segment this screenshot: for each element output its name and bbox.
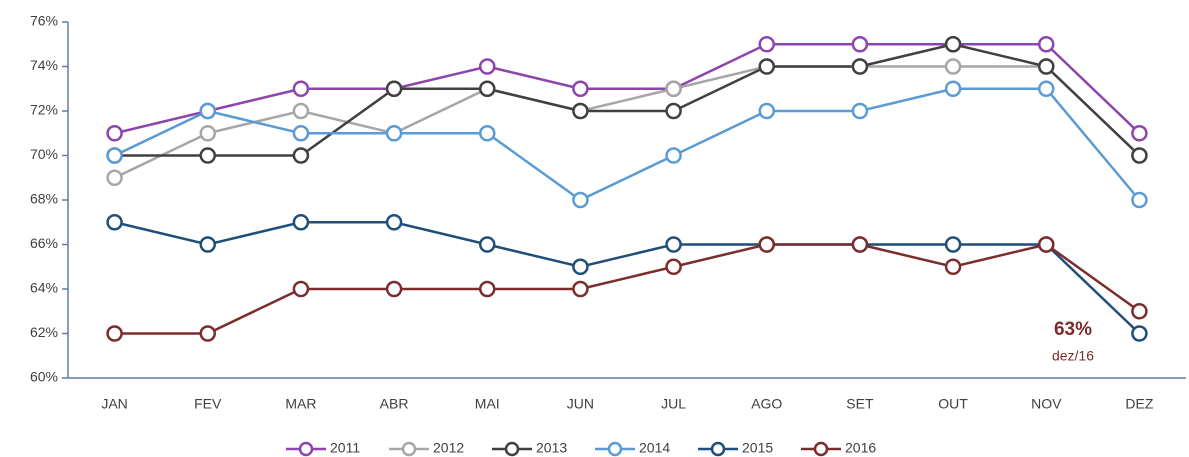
point: [292, 80, 310, 97]
point: [851, 58, 869, 75]
legend-label: 2015: [742, 440, 773, 456]
legend-marker: [504, 441, 520, 457]
point: [199, 236, 216, 253]
series-line: [114, 42, 1141, 157]
point: [292, 102, 310, 120]
legend-label: 2012: [433, 440, 464, 456]
point: [1131, 191, 1148, 209]
legend-label: 2016: [845, 440, 876, 456]
point: [479, 280, 496, 298]
point: [292, 280, 310, 298]
point: [665, 102, 682, 120]
point: [944, 58, 962, 75]
point: [292, 125, 310, 142]
legend-label: 2013: [536, 440, 567, 456]
y-tick-label: 64%: [30, 280, 58, 296]
series-line: [114, 65, 1141, 179]
annotation-value: 63%: [1054, 319, 1092, 340]
point: [106, 214, 123, 231]
point: [479, 58, 496, 75]
series-line: [114, 87, 1141, 202]
x-tick-label: SET: [846, 396, 874, 412]
legend-label: 2011: [330, 440, 360, 456]
legend-marker: [298, 441, 314, 457]
x-tick-label: DEZ: [1125, 396, 1153, 412]
point: [758, 36, 775, 53]
legend-marker: [401, 441, 417, 457]
point: [292, 147, 310, 164]
y-tick-label: 62%: [30, 324, 58, 340]
point: [572, 102, 589, 120]
point: [479, 125, 496, 142]
x-tick-label: OUT: [938, 396, 968, 412]
point: [758, 102, 775, 120]
point: [385, 280, 403, 298]
point: [1038, 236, 1055, 253]
y-tick-label: 68%: [30, 191, 58, 207]
point: [944, 236, 962, 253]
point: [199, 102, 216, 120]
y-tick-label: 60%: [30, 369, 58, 385]
point: [106, 125, 123, 142]
y-tick-label: 76%: [30, 13, 58, 29]
point: [1131, 147, 1148, 164]
point: [385, 214, 403, 231]
point: [385, 80, 403, 97]
point: [944, 258, 962, 275]
legend-marker: [607, 441, 623, 457]
point: [1131, 125, 1148, 142]
point: [572, 280, 589, 298]
x-tick-label: JUL: [661, 396, 686, 412]
x-tick-label: FEV: [194, 396, 222, 412]
point: [944, 36, 962, 53]
x-tick-label: JUN: [567, 396, 594, 412]
y-tick-label: 72%: [30, 102, 58, 118]
x-tick-label: AGO: [751, 396, 782, 412]
y-tick-label: 70%: [30, 146, 58, 162]
point: [665, 80, 682, 97]
point: [199, 147, 216, 164]
x-tick-label: JAN: [101, 396, 127, 412]
point: [758, 58, 775, 75]
annotation-label: dez/16: [1052, 348, 1094, 364]
point: [572, 258, 589, 275]
point: [1131, 303, 1148, 320]
point: [944, 80, 962, 97]
point: [385, 125, 403, 142]
point: [106, 325, 123, 342]
point: [851, 102, 869, 120]
point: [665, 258, 682, 275]
point: [199, 325, 216, 342]
x-tick-label: MAI: [475, 396, 500, 412]
y-tick-label: 66%: [30, 235, 58, 251]
point: [851, 236, 869, 253]
point: [1038, 80, 1055, 97]
x-tick-label: MAR: [285, 396, 316, 412]
point: [199, 125, 216, 142]
point: [292, 214, 310, 231]
legend-label: 2014: [639, 440, 670, 456]
point: [1038, 36, 1055, 53]
point: [665, 147, 682, 164]
legend-marker: [813, 441, 829, 457]
point: [665, 236, 682, 253]
series-line: [114, 243, 1141, 335]
series-line: [114, 43, 1141, 135]
x-tick-label: ABR: [380, 396, 409, 412]
point: [758, 236, 775, 253]
point: [851, 36, 869, 53]
point: [106, 147, 123, 164]
point: [572, 191, 589, 209]
point: [479, 80, 496, 97]
point: [1131, 325, 1148, 342]
series-line: [114, 221, 1141, 335]
legend-marker: [710, 441, 726, 457]
point: [1038, 58, 1055, 75]
x-tick-label: NOV: [1031, 396, 1062, 412]
point: [106, 169, 123, 186]
point: [572, 80, 589, 97]
point: [479, 236, 496, 253]
y-tick-label: 74%: [30, 57, 58, 73]
